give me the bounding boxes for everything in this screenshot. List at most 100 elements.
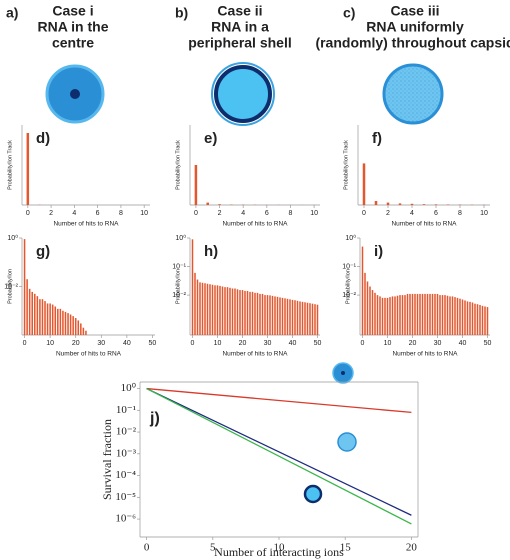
panel-label: j) [149, 410, 160, 427]
x-tick-label: 2 [386, 210, 390, 217]
header-b: b) Case ii RNA in a peripheral shell [175, 3, 292, 51]
bar [51, 304, 54, 335]
x-tick-label: 6 [265, 210, 269, 217]
header-line: peripheral shell [188, 35, 291, 51]
bar [449, 296, 451, 335]
bar [410, 203, 414, 205]
bar [251, 291, 254, 335]
bar [239, 290, 241, 335]
header-line: Case iii [390, 3, 439, 19]
panel-label: c) [343, 5, 355, 21]
bar [259, 293, 261, 335]
bar [369, 286, 371, 335]
x-axis-label: Number of hits to RNA [56, 351, 122, 358]
bar [374, 292, 376, 335]
bar [471, 302, 474, 335]
bar [366, 281, 369, 335]
bar [44, 301, 46, 335]
bar [209, 284, 211, 335]
x-tick-label: 4 [410, 210, 414, 217]
bar [414, 293, 416, 335]
x-tick-label: 20 [239, 340, 247, 347]
bar [39, 299, 41, 335]
bar [411, 293, 414, 335]
header-c: c) Case iii RNA uniformly (randomly) thr… [315, 3, 510, 51]
header-line: RNA in the [37, 19, 108, 35]
bar [206, 202, 209, 205]
bar [439, 295, 441, 335]
bar [241, 290, 244, 335]
bar [226, 287, 229, 335]
bar [464, 300, 466, 335]
x-tick-label: 8 [458, 210, 462, 217]
x-tick-label: 30 [434, 340, 442, 347]
icon-centre [45, 64, 105, 124]
bar [376, 295, 379, 335]
bar [211, 284, 214, 335]
x-tick-label: 30 [97, 340, 105, 347]
line [146, 387, 412, 414]
bar [218, 204, 221, 205]
header-a: a) Case i RNA in the centre [6, 3, 109, 51]
bar [391, 296, 394, 335]
x-tick-label: 8 [119, 210, 123, 217]
bar [379, 296, 381, 335]
bar [69, 314, 72, 335]
bar [219, 285, 221, 335]
x-tick-label: 20 [72, 340, 80, 347]
panel-label: g) [36, 243, 50, 260]
x-axis-label: Number of interacting ions [214, 545, 344, 559]
bar [484, 306, 486, 335]
bar [422, 204, 426, 205]
bar [80, 323, 82, 335]
bar [31, 291, 33, 335]
bar [206, 283, 209, 335]
header-line: Case ii [217, 3, 262, 19]
bar [294, 300, 296, 335]
bar [362, 163, 366, 205]
x-tick-label: 50 [484, 340, 492, 347]
bar [204, 283, 206, 335]
x-tick-label: 10 [140, 210, 148, 217]
x-tick-label: 50 [149, 340, 157, 347]
x-tick-label: 15 [340, 542, 352, 554]
bar [54, 306, 57, 335]
bar [261, 293, 264, 335]
x-axis-label: Number of hits to RNA [53, 221, 119, 228]
bar [246, 290, 249, 335]
x-tick-label: 40 [289, 340, 297, 347]
x-tick-label: 10 [480, 210, 488, 217]
bar [194, 165, 198, 205]
panel-label: a) [6, 5, 18, 21]
x-tick-label: 0 [144, 542, 150, 554]
bar [249, 291, 251, 335]
bar [296, 300, 299, 335]
bar [401, 295, 404, 335]
x-tick-label: 2 [49, 210, 53, 217]
bar [396, 295, 399, 335]
bar [461, 299, 464, 335]
bar [426, 293, 429, 335]
bar [224, 287, 226, 335]
bar [196, 279, 199, 335]
x-axis-label: Number of hits to RNA [391, 221, 457, 228]
bar [416, 293, 419, 335]
bar [419, 293, 421, 335]
header-line: (randomly) throughout capsid [315, 35, 510, 51]
icon-shell [211, 62, 275, 126]
bar [311, 303, 314, 335]
bar [466, 301, 469, 335]
bar [316, 304, 319, 335]
x-tick-label: 0 [194, 210, 198, 217]
bar [72, 316, 74, 335]
bar [49, 303, 51, 335]
bar [469, 301, 471, 335]
bar [291, 299, 294, 335]
bar [306, 302, 309, 335]
bar [59, 308, 62, 335]
inset-centre [332, 362, 354, 384]
bar [256, 292, 259, 335]
bar [214, 285, 216, 335]
bar [374, 201, 378, 205]
bar [244, 290, 246, 335]
